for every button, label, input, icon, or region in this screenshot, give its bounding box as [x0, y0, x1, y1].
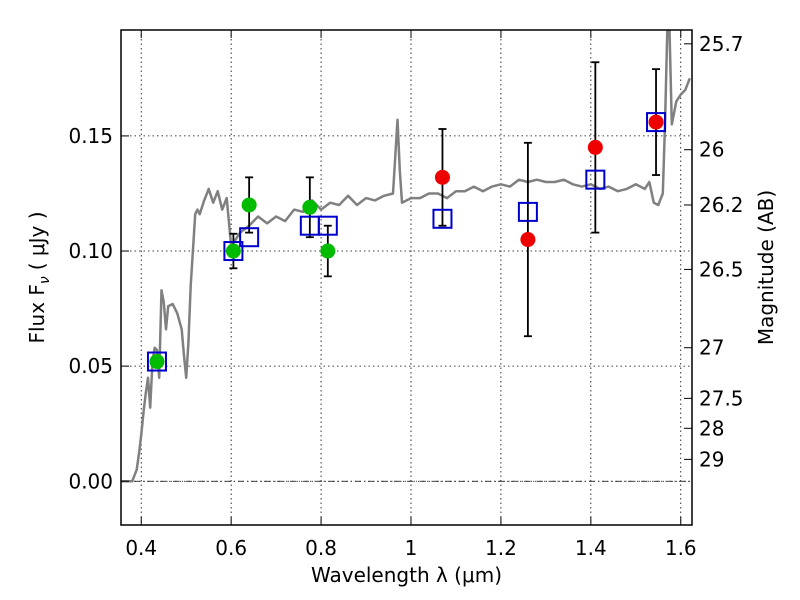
model-square-point — [585, 169, 606, 190]
green-data-point — [302, 199, 318, 215]
y2-tick-label: 26.5 — [699, 257, 744, 281]
green-data-point — [225, 243, 241, 259]
x-tick-label: 1.6 — [665, 536, 697, 560]
template-spectrum-line — [121, 30, 691, 483]
red-data-point — [520, 232, 536, 248]
y-axis-label-unit: ( μJy ) — [25, 211, 49, 270]
x-tick-label: 1.2 — [485, 536, 517, 560]
template-spectrum — [121, 30, 691, 483]
x-tick-label: 1 — [405, 536, 418, 560]
x-tick-label: 1.4 — [575, 536, 607, 560]
x-axis-label: Wavelength λ (μm) — [311, 563, 502, 587]
y-axis-label: Flux Fν ( μJy ) — [25, 211, 53, 343]
red-data-point — [587, 139, 603, 155]
model-square-point — [432, 208, 453, 229]
model-square-point — [317, 215, 338, 236]
red-data-point — [648, 114, 664, 130]
data-points — [146, 112, 667, 372]
y2-tick-label: 26.2 — [699, 193, 744, 217]
green-data-point — [320, 243, 336, 259]
y2-tick-label: 26 — [699, 138, 724, 162]
red-data-point — [434, 169, 450, 185]
y-tick-label: 0.00 — [68, 469, 113, 493]
y2-tick-label: 28 — [699, 416, 724, 440]
model-square-point — [646, 112, 667, 133]
secondary-y-axis-label: Magnitude (AB) — [754, 190, 778, 345]
green-data-point — [241, 197, 257, 213]
x-tick-label: 0.4 — [125, 536, 157, 560]
y-tick-label: 0.10 — [68, 239, 113, 263]
y2-tick-label: 25.7 — [699, 32, 744, 56]
model-square-point — [223, 241, 244, 262]
green-data-point — [149, 354, 165, 370]
y2-tick-label: 29 — [699, 447, 724, 471]
x-tick-label: 0.8 — [305, 536, 337, 560]
x-tick-label: 0.6 — [215, 536, 247, 560]
y2-tick-label: 27.5 — [699, 386, 744, 410]
model-square-point — [239, 227, 260, 248]
y-tick-label: 0.15 — [68, 124, 113, 148]
plot-frame — [120, 29, 693, 526]
model-square-point — [146, 351, 167, 372]
y-axis-label-main: Flux F — [25, 284, 49, 343]
y-tick-label: 0.05 — [68, 354, 113, 378]
model-square-point — [517, 201, 538, 222]
y-axis-label-subscript: ν — [37, 276, 53, 284]
axis-ticks: 0.4 0.6 0.8 1 1.2 1.4 1.6 0.00 0.05 0.10 0.15 25.7 2… — [68, 30, 744, 560]
y2-tick-label: 27 — [699, 336, 724, 360]
grid — [121, 30, 692, 525]
